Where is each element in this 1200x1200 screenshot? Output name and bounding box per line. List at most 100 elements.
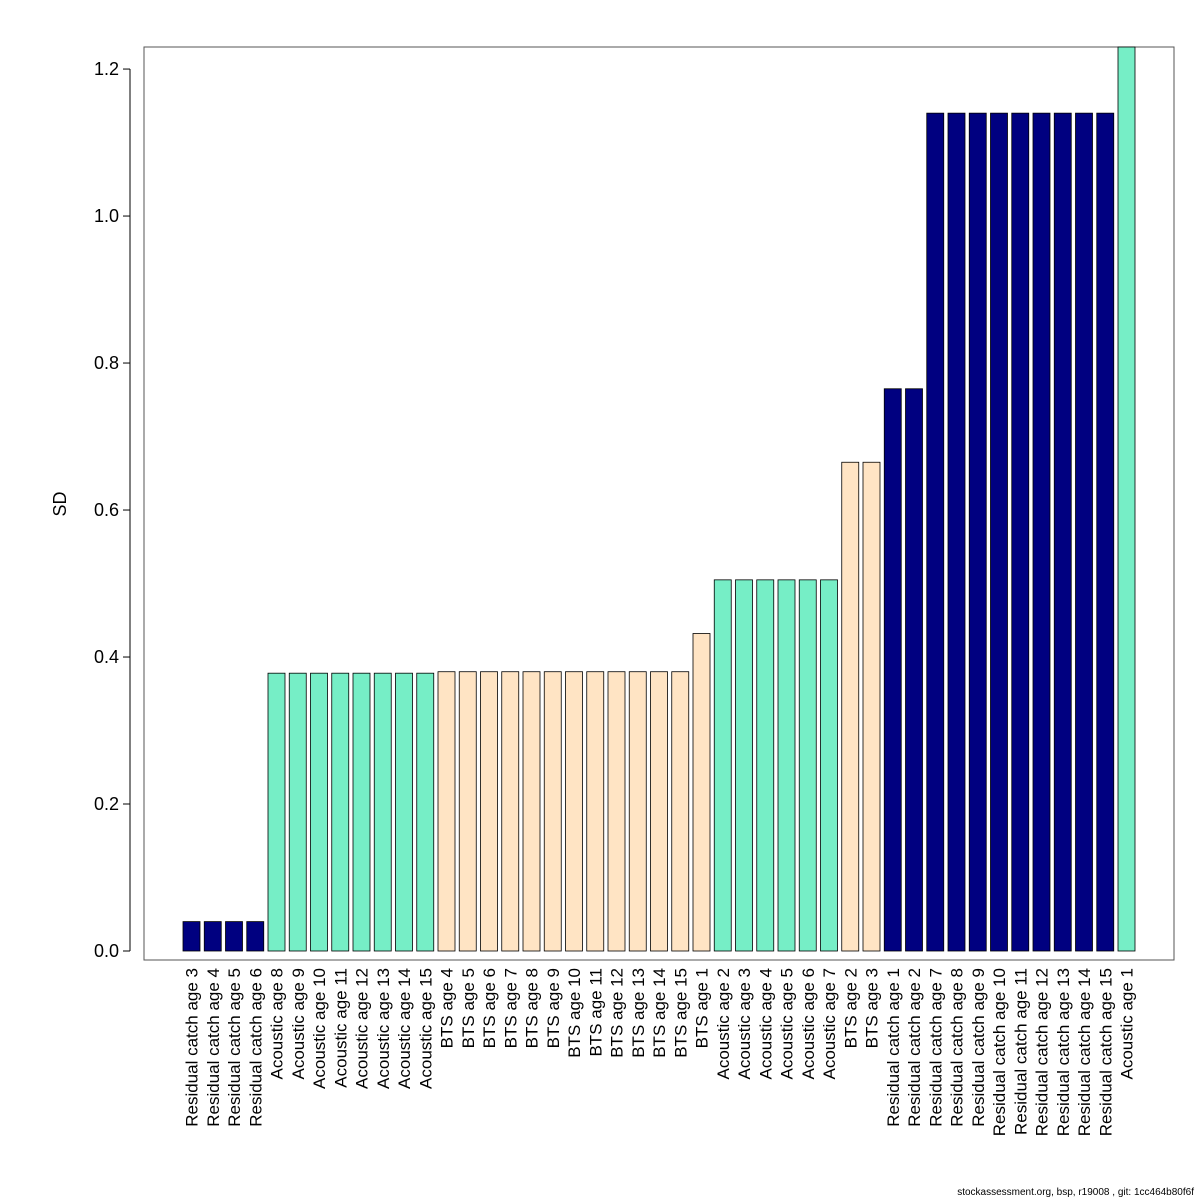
- bar-bts-age-10: [565, 671, 583, 952]
- x-tick-label: BTS age 6: [480, 968, 499, 1048]
- x-tick-label: Acoustic age 12: [353, 968, 372, 1089]
- x-tick-label: Residual catch age 2: [905, 968, 924, 1127]
- bar-residual-catch-age-8: [947, 112, 966, 952]
- y-tick-label: 0.2: [94, 794, 119, 814]
- x-tick-label: BTS age 3: [863, 968, 882, 1048]
- bar-acoustic-age-11: [331, 672, 350, 952]
- bar-acoustic-age-6: [798, 579, 817, 952]
- x-tick-label: Acoustic age 4: [756, 968, 775, 1080]
- bar-bts-age-7: [501, 671, 520, 952]
- bar-residual-catch-age-4: [203, 921, 222, 952]
- x-tick-label: Residual catch age 4: [204, 968, 223, 1127]
- x-tick-label: Residual catch age 12: [1033, 968, 1052, 1136]
- bar-acoustic-age-12: [352, 672, 371, 952]
- x-tick-label: BTS age 14: [650, 968, 669, 1058]
- x-tick-label: BTS age 9: [544, 968, 563, 1048]
- bar-bts-age-8: [522, 671, 541, 952]
- x-tick-label: Acoustic age 14: [395, 968, 414, 1089]
- bar-residual-catch-age-13: [1053, 112, 1072, 952]
- y-axis: 0.0 0.2 0.4 0.6 0.8 1.0 1.2: [94, 59, 131, 961]
- x-tick-label: Acoustic age 7: [820, 968, 839, 1080]
- x-tick-label: Residual catch age 15: [1096, 968, 1115, 1136]
- x-tick-label: Acoustic age 15: [416, 968, 435, 1089]
- bar-bts-age-1: [692, 633, 711, 952]
- x-tick-label: BTS age 2: [841, 968, 860, 1048]
- x-tick-label: Acoustic age 1: [1118, 968, 1137, 1080]
- x-tick-label: Acoustic age 13: [374, 968, 393, 1089]
- bar-acoustic-age-15: [416, 672, 435, 952]
- x-tick-label: Residual catch age 13: [1054, 968, 1073, 1136]
- x-tick-label: Residual catch age 3: [183, 968, 202, 1127]
- x-tick-label: Acoustic age 9: [289, 968, 308, 1080]
- bar-residual-catch-age-3: [182, 921, 201, 952]
- x-tick-labels: Residual catch age 3 Residual catch age 4…: [183, 968, 1137, 1136]
- x-tick-label: BTS age 12: [608, 968, 627, 1058]
- bar-residual-catch-age-6: [246, 921, 265, 952]
- footer-note: stockassessment.org, bsp, r19008 , git: …: [957, 1187, 1194, 1198]
- bar-residual-catch-age-12: [1032, 112, 1051, 952]
- bar-residual-catch-age-5: [225, 921, 243, 952]
- bar-acoustic-age-3: [735, 579, 753, 952]
- bar-acoustic-age-2: [713, 579, 732, 952]
- x-tick-label: Residual catch age 8: [948, 968, 967, 1127]
- bar-residual-catch-age-10: [990, 112, 1008, 952]
- x-tick-label: Residual catch age 10: [990, 968, 1009, 1136]
- plot-frame: [143, 46, 1175, 961]
- bar-acoustic-age-8: [267, 672, 286, 952]
- x-tick-label: Acoustic age 2: [714, 968, 733, 1080]
- bar-bts-age-12: [607, 671, 626, 952]
- bar-residual-catch-age-9: [968, 112, 987, 952]
- bar-residual-catch-age-11: [1011, 112, 1030, 952]
- bar-bts-age-11: [586, 671, 605, 952]
- x-tick-label: Residual catch age 11: [1011, 968, 1030, 1135]
- bar-bts-age-9: [543, 671, 562, 952]
- bar-acoustic-age-7: [820, 579, 838, 952]
- bar-acoustic-age-5: [777, 579, 796, 952]
- y-tick-label: 0.4: [94, 647, 119, 667]
- bar-residual-catch-age-14: [1075, 112, 1093, 952]
- y-axis-label: SD: [50, 491, 70, 516]
- bar-bts-age-4: [437, 671, 456, 952]
- bar-bts-age-14: [650, 671, 668, 952]
- y-tick-label: 0.8: [94, 353, 119, 373]
- bar-bts-age-13: [628, 671, 647, 952]
- x-tick-label: BTS age 1: [693, 968, 712, 1048]
- x-tick-label: Residual catch age 7: [926, 968, 945, 1127]
- bar-acoustic-age-14: [395, 672, 413, 952]
- bar-residual-catch-age-15: [1096, 112, 1115, 952]
- x-tick-label: BTS age 8: [523, 968, 542, 1048]
- bars-group: [182, 46, 1136, 952]
- x-tick-label: BTS age 15: [671, 968, 690, 1058]
- x-tick-label: Acoustic age 5: [778, 968, 797, 1080]
- x-tick-label: Acoustic age 6: [799, 968, 818, 1080]
- bar-bts-age-3: [862, 461, 881, 952]
- bar-residual-catch-age-1: [883, 388, 902, 952]
- bar-bts-age-6: [480, 671, 498, 952]
- bar-acoustic-age-13: [373, 672, 392, 952]
- y-tick-label: 1.0: [94, 206, 119, 226]
- x-tick-label: BTS age 11: [586, 968, 605, 1057]
- x-tick-label: Residual catch age 1: [884, 968, 903, 1127]
- x-tick-label: BTS age 5: [459, 968, 478, 1048]
- x-tick-label: Acoustic age 10: [310, 968, 329, 1089]
- bar-acoustic-age-9: [288, 672, 307, 952]
- x-tick-label: BTS age 13: [629, 968, 648, 1058]
- bar-acoustic-age-4: [756, 579, 775, 952]
- x-tick-label: Residual catch age 6: [246, 968, 265, 1127]
- bar-residual-catch-age-7: [926, 112, 945, 952]
- bar-bts-age-5: [458, 671, 477, 952]
- x-tick-label: Acoustic age 3: [735, 968, 754, 1080]
- bar-acoustic-age-1: [1117, 46, 1136, 952]
- y-tick-label: 0.6: [94, 500, 119, 520]
- x-tick-label: Acoustic age 11: [331, 968, 350, 1088]
- bar-bts-age-15: [671, 671, 690, 952]
- bar-residual-catch-age-2: [905, 388, 923, 952]
- y-tick-label: 1.2: [94, 59, 119, 79]
- x-tick-label: BTS age 7: [501, 968, 520, 1048]
- y-tick-label: 0.0: [94, 941, 119, 961]
- bar-bts-age-2: [841, 461, 860, 952]
- x-tick-label: Residual catch age 5: [225, 968, 244, 1127]
- x-tick-label: BTS age 4: [438, 968, 457, 1048]
- x-tick-label: Acoustic age 8: [268, 968, 287, 1080]
